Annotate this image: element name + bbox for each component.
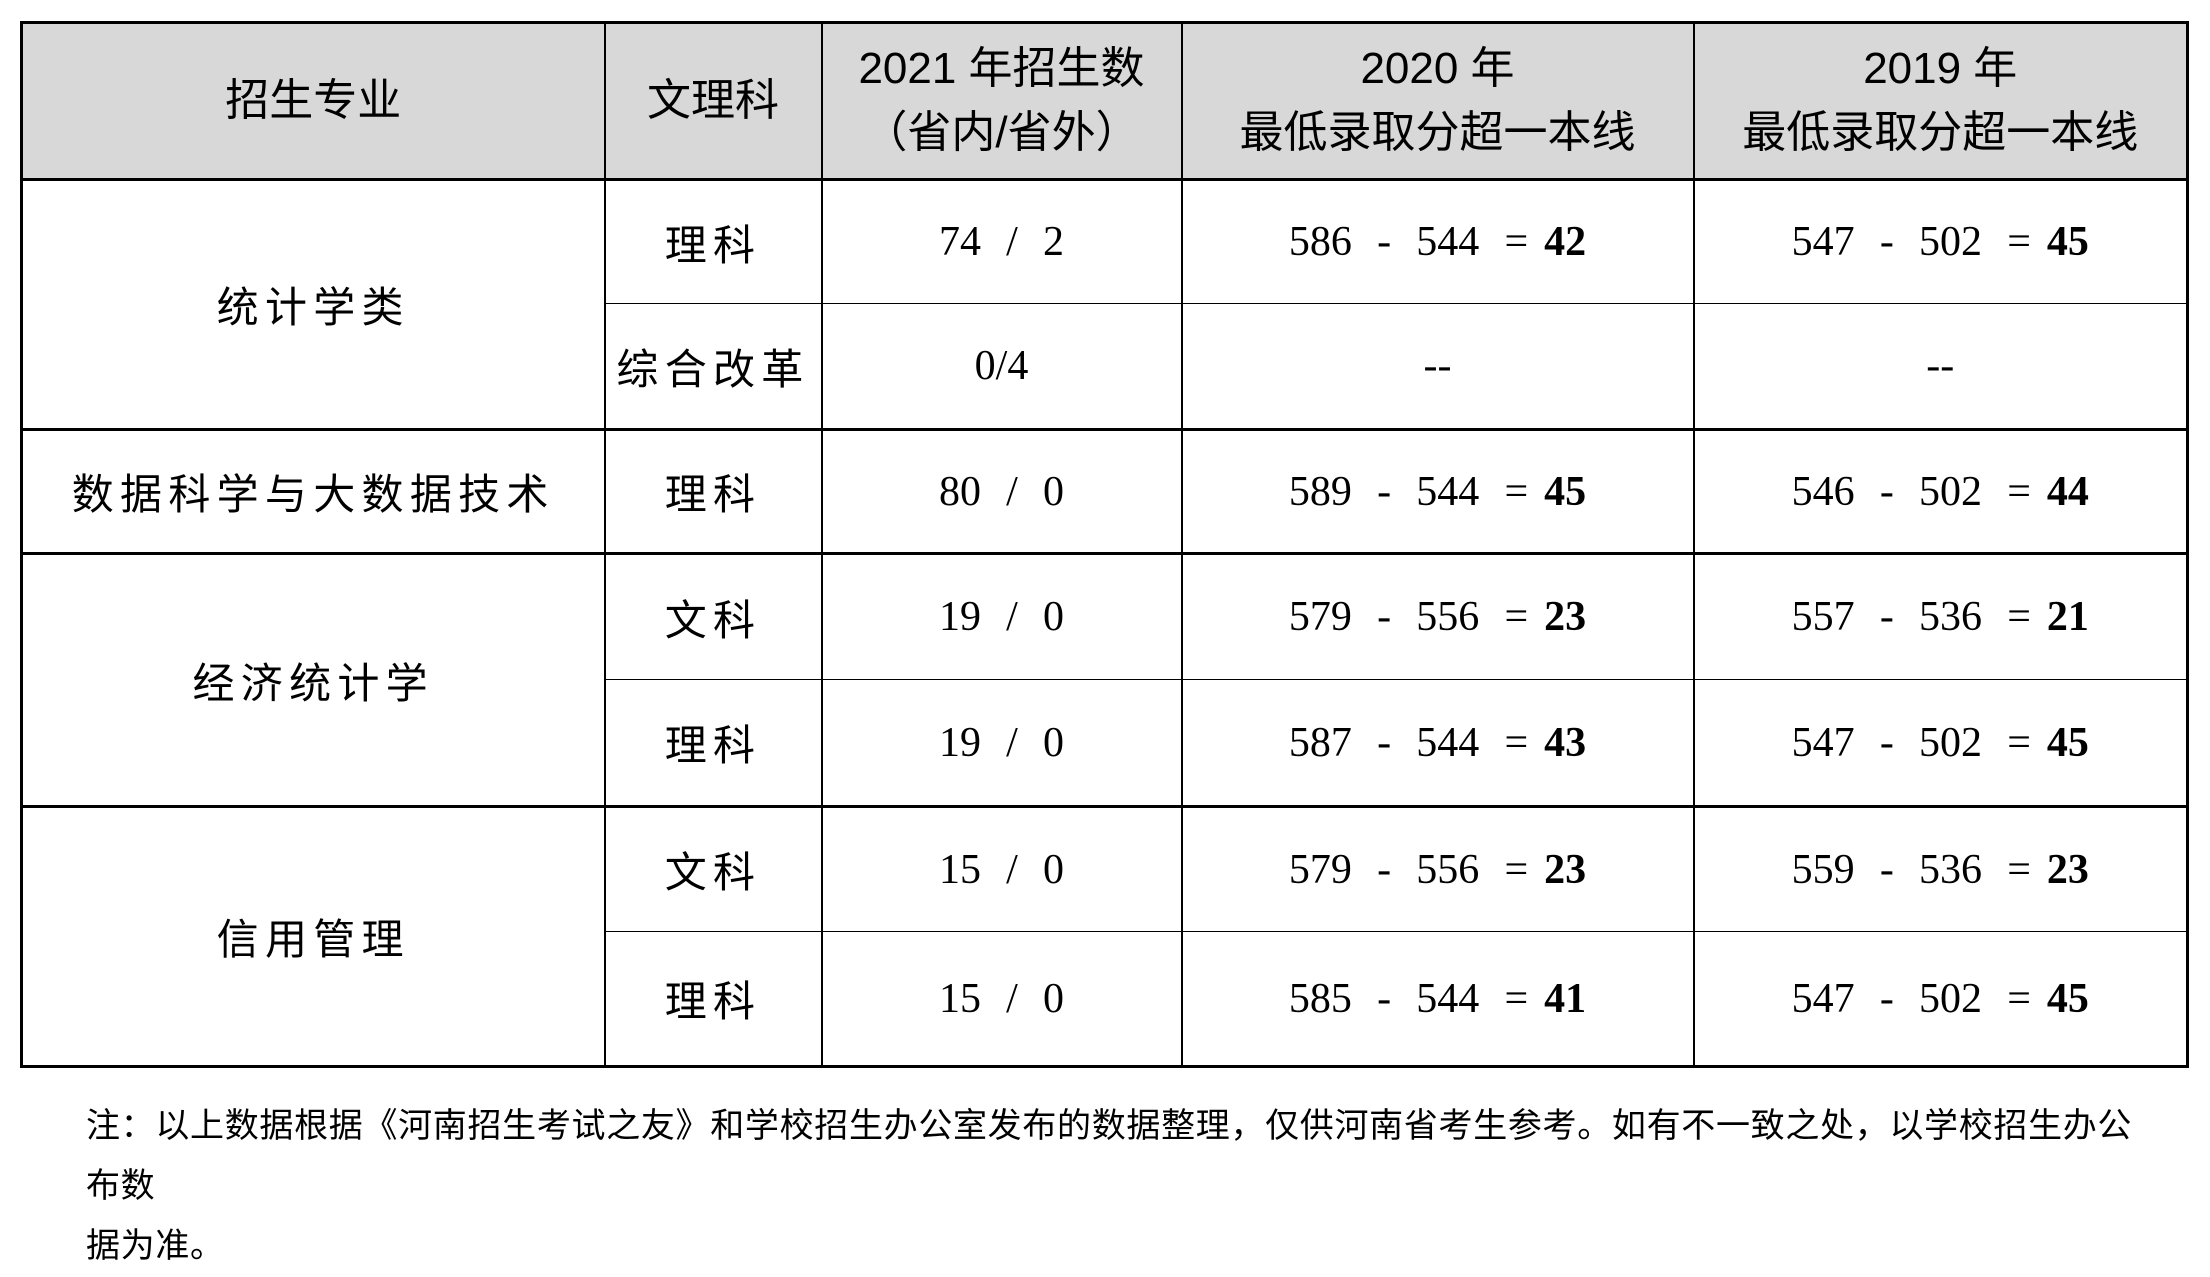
header-score-2019-line1: 2019 年 xyxy=(1863,44,2018,93)
table-row: 理科 19 / 0 587 - 544 = 43 547 - 502 = 45 xyxy=(22,679,2189,807)
score-2020-cell: 587 - 544 = 43 xyxy=(1180,679,1695,807)
score-result: 45 xyxy=(2046,975,2089,1022)
score-result: 23 xyxy=(2046,846,2089,893)
footnote-line: 注：以上数据根据《河南招生考试之友》和学校招生办公室发布的数据整理，仅供河南省考… xyxy=(86,1108,2133,1205)
score-expression: 585 - 544 = xyxy=(1288,975,1529,1022)
score-expression: 547 - 502 = xyxy=(1791,719,2031,766)
track-cell: 文科 xyxy=(603,552,823,680)
score-expression: 586 - 544 = xyxy=(1288,219,1529,265)
score-result: 23 xyxy=(1544,846,1587,893)
score-expression: 557 - 536 = xyxy=(1791,594,2031,640)
score-expression: 589 - 544 = xyxy=(1288,468,1529,515)
score-result: 45 xyxy=(2046,719,2089,766)
score-result: 43 xyxy=(1544,719,1587,766)
header-enroll-2021-line1: 2021 年招生数 xyxy=(858,44,1145,93)
table-row: 信用管理 文科 15 / 0 579 - 556 = 23 559 - 536 =… xyxy=(20,805,2189,1067)
enroll-2021-cell: 15 / 0 xyxy=(820,805,1183,932)
score-2019-cell: -- xyxy=(1692,303,2189,430)
score-2020-cell: 585 - 544 = 41 xyxy=(1180,931,1695,1067)
major-cell: 统计学类 xyxy=(20,179,606,430)
score-expression: -- xyxy=(1423,343,1452,389)
track-cell: 理科 xyxy=(603,931,823,1067)
score-2019-cell: 547 - 502 = 45 xyxy=(1692,931,2189,1067)
score-expression: 547 - 502 = xyxy=(1791,975,2031,1022)
score-result: 45 xyxy=(1544,468,1587,515)
score-result: 23 xyxy=(1544,594,1587,640)
score-expression: 559 - 536 = xyxy=(1791,846,2031,893)
table-row: 理科 15 / 0 585 - 544 = 41 547 - 502 = 45 xyxy=(22,931,2189,1067)
score-result: 45 xyxy=(2046,219,2089,265)
score-2019-cell: 557 - 536 = 21 xyxy=(1692,552,2189,680)
score-2020-cell: 589 - 544 = 45 xyxy=(1180,428,1695,554)
table-row: 数据科学与大数据技术 理科 80 / 0 589 - 544 = 45 546 -… xyxy=(20,428,2189,554)
header-score-2019: 2019 年 最低录取分超一本线 xyxy=(1692,22,2189,180)
score-result: 41 xyxy=(1544,975,1587,1022)
header-score-2019-line2: 最低录取分超一本线 xyxy=(1742,108,2139,157)
score-2020-cell: -- xyxy=(1180,303,1695,430)
header-major: 招生专业 xyxy=(20,22,606,180)
header-score-2020: 2020 年 最低录取分超一本线 xyxy=(1180,22,1695,180)
score-expression: 587 - 544 = xyxy=(1288,719,1529,766)
footnote: 注：以上数据根据《河南招生考试之友》和学校招生办公室发布的数据整理，仅供河南省考… xyxy=(86,1097,2146,1277)
table-row: 经济统计学 文科 19 / 0 579 - 556 = 23 557 - 536 … xyxy=(20,552,2189,807)
track-cell: 文科 xyxy=(603,805,823,932)
score-2019-cell: 547 - 502 = 45 xyxy=(1692,679,2189,807)
score-2019-cell: 546 - 502 = 44 xyxy=(1692,428,2189,554)
score-2020-cell: 579 - 556 = 23 xyxy=(1180,805,1695,932)
enroll-2021-cell: 19 / 0 xyxy=(820,552,1183,680)
enroll-2021-cell: 0/4 xyxy=(820,303,1183,430)
enroll-2021-cell: 74 / 2 xyxy=(820,179,1183,304)
score-expression: 547 - 502 = xyxy=(1791,219,2031,265)
score-2019-cell: 559 - 536 = 23 xyxy=(1692,805,2189,932)
score-expression: -- xyxy=(1926,343,1955,389)
enroll-2021-cell: 19 / 0 xyxy=(820,679,1183,807)
major-cell: 信用管理 xyxy=(20,805,606,1067)
score-expression: 546 - 502 = xyxy=(1791,468,2031,515)
score-result: 44 xyxy=(2046,468,2089,515)
score-result: 42 xyxy=(1544,219,1587,265)
score-expression: 579 - 556 = xyxy=(1288,846,1529,893)
footnote-line: 据为准。 xyxy=(86,1228,225,1265)
admissions-score-table: 招生专业 文理科 2021 年招生数 （省内/省外） 2020 年 最低录取分超… xyxy=(20,21,2189,1068)
track-cell: 综合改革 xyxy=(603,303,823,430)
score-expression: 579 - 556 = xyxy=(1288,594,1529,640)
score-result: 21 xyxy=(2046,594,2089,640)
header-row: 招生专业 文理科 2021 年招生数 （省内/省外） 2020 年 最低录取分超… xyxy=(20,22,2189,180)
score-2020-cell: 579 - 556 = 23 xyxy=(1180,552,1695,680)
major-cell: 数据科学与大数据技术 xyxy=(20,428,606,554)
enroll-2021-cell: 15 / 0 xyxy=(820,931,1183,1067)
header-score-2020-line2: 最低录取分超一本线 xyxy=(1239,108,1636,157)
header-enroll-2021: 2021 年招生数 （省内/省外） xyxy=(820,22,1183,180)
header-score-2020-line1: 2020 年 xyxy=(1360,44,1515,93)
score-2020-cell: 586 - 544 = 42 xyxy=(1180,179,1695,304)
table-row: 统计学类 理科 74 / 2 586 - 544 = 42 547 - 502 =… xyxy=(20,179,2189,430)
header-enroll-2021-line2: （省内/省外） xyxy=(863,108,1140,157)
enroll-2021-cell: 80 / 0 xyxy=(820,428,1183,554)
track-cell: 理科 xyxy=(603,679,823,807)
header-track: 文理科 xyxy=(603,22,823,180)
track-cell: 理科 xyxy=(603,428,823,554)
score-2019-cell: 547 - 502 = 45 xyxy=(1692,179,2189,304)
table-row: 综合改革 0/4 -- -- xyxy=(22,303,2189,430)
major-cell: 经济统计学 xyxy=(20,552,606,807)
track-cell: 理科 xyxy=(603,179,823,304)
